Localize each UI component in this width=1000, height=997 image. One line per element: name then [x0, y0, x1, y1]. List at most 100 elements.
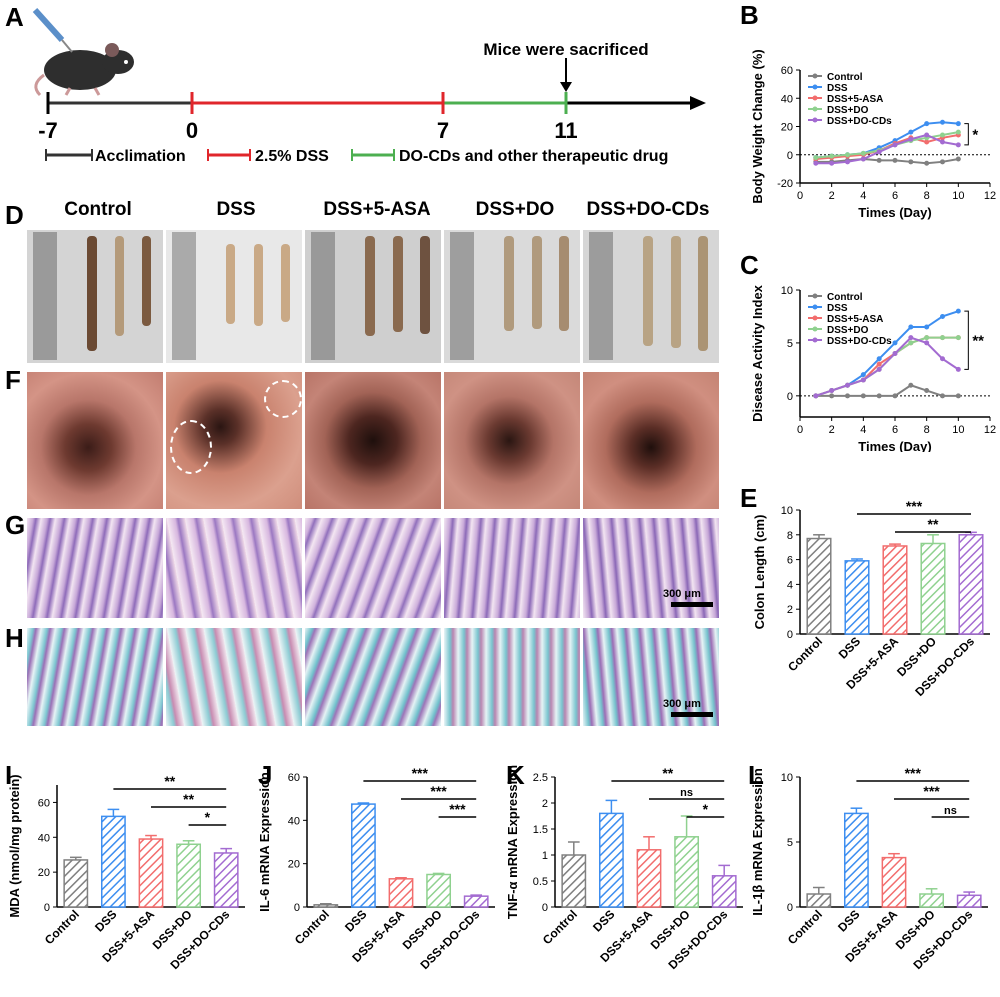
bar — [350, 803, 376, 908]
lesion-marker — [264, 380, 302, 418]
legend-label: DSS+DO — [827, 105, 869, 116]
y-tick-label: 4 — [787, 579, 793, 591]
y-tick-label: 0 — [787, 902, 793, 914]
endoscopy-dss-docds — [583, 372, 719, 509]
data-point — [908, 324, 914, 330]
y-tick-label: 60 — [38, 797, 50, 809]
data-point — [876, 366, 882, 372]
bar — [313, 904, 339, 908]
data-point — [829, 393, 835, 399]
data-point — [876, 149, 882, 155]
ruler — [311, 232, 335, 360]
endoscopy-dss-do — [444, 372, 580, 509]
data-point — [892, 393, 898, 399]
x-tick-label: 6 — [892, 424, 898, 436]
significance-label: ns — [944, 805, 957, 817]
legend-label: DSS — [827, 83, 848, 94]
data-point — [876, 356, 882, 362]
colon-photo-control — [27, 230, 163, 363]
y-tick-label: 20 — [288, 859, 300, 871]
colon-specimen — [281, 244, 290, 322]
bar — [881, 856, 907, 908]
colon-specimen — [698, 236, 708, 351]
bar — [919, 893, 945, 908]
data-point — [908, 159, 914, 165]
colon-specimen — [671, 236, 681, 348]
data-point — [924, 335, 930, 341]
y-tick-label: 10 — [781, 772, 793, 784]
colon-specimen — [226, 244, 235, 324]
x-axis-label: Times (Day) — [858, 205, 931, 220]
y-axis-label: Body Weight Change (%) — [750, 49, 765, 203]
bar — [63, 859, 89, 908]
data-point — [940, 356, 945, 362]
significance-label: ** — [662, 765, 673, 781]
data-point — [955, 142, 961, 148]
header-control: Control — [64, 199, 132, 220]
data-point — [829, 388, 835, 394]
data-point — [892, 351, 898, 356]
bar — [463, 895, 489, 908]
legend-marker — [812, 293, 818, 299]
scale-bar-label: 300 μm — [663, 588, 701, 600]
data-point — [924, 324, 930, 330]
colon-specimen — [504, 236, 514, 331]
series-line — [815, 157, 959, 165]
legend-label: DSS+5-ASA — [827, 94, 883, 105]
y-tick-label: 40 — [38, 832, 50, 844]
data-point — [908, 129, 914, 135]
header-dss-do: DSS+DO — [475, 199, 555, 220]
ruler — [172, 232, 196, 360]
y-tick-label: 0 — [787, 391, 793, 403]
data-point — [908, 335, 914, 341]
legend-marker — [812, 304, 818, 310]
significance-label: * — [205, 809, 211, 825]
chart-disease-activity: 0 5 10 0 2 4 6 8 10 12 Times (Day) Disease Activity… — [750, 284, 996, 452]
data-point — [955, 156, 961, 162]
panel-label-i: I — [5, 760, 13, 790]
he-histology-dss-docds: 300 μm — [583, 518, 719, 618]
header-dss-5asa: DSS+5-ASA — [323, 199, 431, 220]
lesion-marker — [170, 420, 212, 474]
y-tick-label: 0 — [787, 629, 793, 641]
data-point — [924, 121, 930, 127]
tick-7: 7 — [437, 118, 449, 143]
bar — [956, 894, 982, 908]
data-point — [908, 382, 914, 388]
ruler — [450, 232, 474, 360]
bar — [561, 854, 587, 908]
legend-label: DSS — [827, 303, 848, 314]
legend-label: DSS+DO-CDs — [827, 336, 892, 347]
colon-specimen — [365, 236, 375, 336]
data-point — [940, 393, 945, 399]
legend-marker — [812, 84, 818, 90]
legend-label: DSS+5-ASA — [827, 314, 883, 325]
significance-label: *** — [449, 801, 466, 817]
colon-photo-dss-docds — [583, 230, 719, 363]
panel-label-d: D — [5, 200, 24, 230]
colon-photo-dss — [166, 230, 302, 363]
data-point — [908, 340, 914, 346]
legend-label: DSS+DO-CDs — [827, 116, 892, 127]
data-point — [940, 159, 945, 165]
data-point — [892, 142, 898, 148]
x-tick-label: 10 — [952, 424, 964, 436]
legend-marker — [812, 117, 818, 123]
x-axis-label: Times (Day) — [858, 439, 931, 452]
legend-label: Control — [827, 72, 863, 83]
x-tick-label: 2 — [829, 190, 835, 202]
x-tick-label: 10 — [952, 190, 964, 202]
scale-bar-label: 300 μm — [663, 698, 701, 710]
data-point — [940, 119, 945, 125]
data-point — [940, 335, 945, 341]
colon-specimen — [87, 236, 97, 351]
data-point — [940, 139, 945, 145]
data-point — [940, 313, 945, 319]
bar — [426, 873, 452, 908]
panel-label-l: L — [748, 760, 764, 790]
data-point — [940, 132, 945, 138]
bar — [806, 537, 832, 635]
data-point — [892, 157, 898, 163]
legend-marker — [812, 337, 818, 343]
bar — [213, 852, 239, 908]
